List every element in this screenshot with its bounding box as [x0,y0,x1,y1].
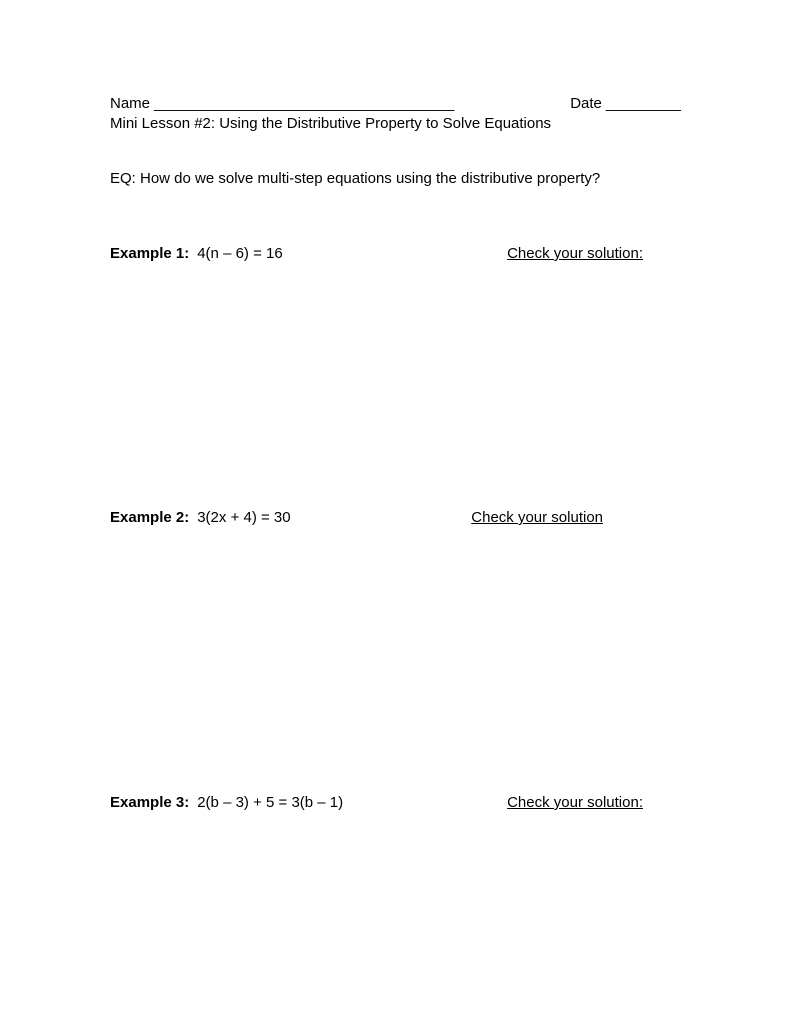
example-3-left: Example 3: 2(b – 3) + 5 = 3(b – 1) [110,794,343,811]
essential-question: EQ: How do we solve multi-step equations… [110,170,681,187]
example-3-equation: 2(b – 3) + 5 = 3(b – 1) [197,794,343,811]
example-2-label: Example 2: [110,509,189,526]
example-1-check: Check your solution: [507,245,643,262]
name-label: Name [110,95,150,112]
header-row: Name ___________________________________… [110,95,681,112]
example-2-check: Check your solution [471,509,603,526]
example-1-left: Example 1: 4(n – 6) = 16 [110,245,283,262]
example-1-label: Example 1: [110,245,189,262]
lesson-title: Mini Lesson #2: Using the Distributive P… [110,115,681,132]
example-2-row: Example 2: 3(2x + 4) = 30 Check your sol… [110,509,681,526]
example-2-left: Example 2: 3(2x + 4) = 30 [110,509,291,526]
example-1-row: Example 1: 4(n – 6) = 16 Check your solu… [110,245,681,262]
date-blank-line[interactable]: _________ [606,95,681,112]
example-3-check: Check your solution: [507,794,643,811]
example-3-row: Example 3: 2(b – 3) + 5 = 3(b – 1) Check… [110,794,681,811]
name-blank-line[interactable]: ____________________________________ [154,95,562,112]
date-label: Date [570,95,602,112]
example-3-label: Example 3: [110,794,189,811]
example-2-equation: 3(2x + 4) = 30 [197,509,290,526]
example-1-equation: 4(n – 6) = 16 [197,245,282,262]
